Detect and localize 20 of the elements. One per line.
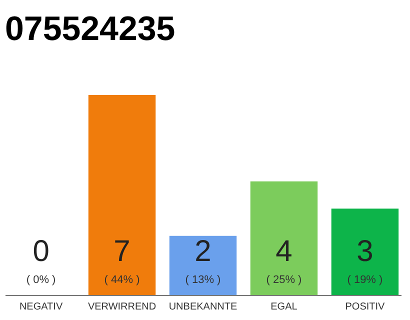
data-label: ( 0% ): [26, 274, 56, 286]
bar: [169, 236, 237, 295]
bar: [331, 208, 399, 295]
bar: [88, 95, 156, 295]
x-tick-label: POSITIV: [345, 302, 386, 312]
x-tick-label: UNBEKANNTE: [168, 302, 238, 312]
annotation: 3: [356, 235, 374, 268]
bar: [250, 181, 318, 295]
data-label: ( 25% ): [266, 274, 302, 286]
data-label: ( 13% ): [185, 274, 221, 286]
annotation: 0: [32, 235, 50, 268]
x-tick-label: NEGATIV: [19, 302, 63, 312]
x-tick-label: VERWIRREND: [88, 302, 156, 312]
annotation: 7: [114, 235, 130, 268]
x-tick-label: EGAL: [270, 302, 298, 312]
annotation: 2: [194, 235, 212, 268]
chart-title: 075524235: [5, 10, 176, 48]
data-label: ( 44% ): [104, 274, 140, 286]
annotation: 4: [276, 235, 292, 268]
data-label: ( 19% ): [347, 274, 383, 286]
